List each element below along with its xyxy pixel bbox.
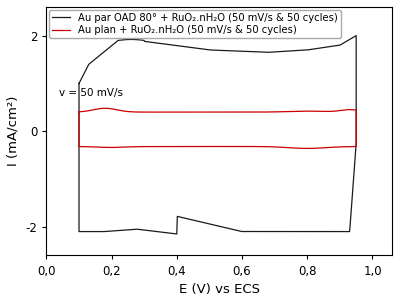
Y-axis label: I (mA/cm²): I (mA/cm²) [7, 96, 20, 166]
Au par OAD 80° + RuO₂.nH₂O (50 mV/s & 50 cycles) [228, 227, 233, 231]
Line: Au par OAD 80° + RuO₂.nH₂O (50 mV/s & 50 cycles): Au par OAD 80° + RuO₂.nH₂O (50 mV/s & 50… [79, 36, 356, 234]
Au plan + RuO₂.nH₂O (50 mV/s & 50 cycles) [251, 145, 256, 148]
Au plan + RuO₂.nH₂O (50 mV/s & 50 cycles) [236, 110, 241, 114]
Text: v = 50 mV/s: v = 50 mV/s [59, 88, 122, 98]
Au plan + RuO₂.nH₂O (50 mV/s & 50 cycles) [77, 110, 81, 114]
Au par OAD 80° + RuO₂.nH₂O (50 mV/s & 50 cycles) [354, 34, 359, 38]
X-axis label: E (V) vs ECS: E (V) vs ECS [179, 283, 260, 296]
Au par OAD 80° + RuO₂.nH₂O (50 mV/s & 50 cycles) [174, 232, 179, 236]
Au plan + RuO₂.nH₂O (50 mV/s & 50 cycles) [305, 147, 310, 150]
Au par OAD 80° + RuO₂.nH₂O (50 mV/s & 50 cycles) [249, 230, 254, 233]
Au plan + RuO₂.nH₂O (50 mV/s & 50 cycles) [103, 106, 107, 110]
Line: Au plan + RuO₂.nH₂O (50 mV/s & 50 cycles): Au plan + RuO₂.nH₂O (50 mV/s & 50 cycles… [79, 108, 356, 148]
Au par OAD 80° + RuO₂.nH₂O (50 mV/s & 50 cycles) [332, 44, 336, 48]
Legend: Au par OAD 80° + RuO₂.nH₂O (50 mV/s & 50 cycles), Au plan + RuO₂.nH₂O (50 mV/s &: Au par OAD 80° + RuO₂.nH₂O (50 mV/s & 50… [49, 10, 341, 38]
Au plan + RuO₂.nH₂O (50 mV/s & 50 cycles) [77, 110, 81, 114]
Au par OAD 80° + RuO₂.nH₂O (50 mV/s & 50 cycles) [77, 82, 81, 85]
Au plan + RuO₂.nH₂O (50 mV/s & 50 cycles) [282, 110, 287, 113]
Au par OAD 80° + RuO₂.nH₂O (50 mV/s & 50 cycles) [77, 82, 81, 85]
Au plan + RuO₂.nH₂O (50 mV/s & 50 cycles) [172, 145, 177, 148]
Au plan + RuO₂.nH₂O (50 mV/s & 50 cycles) [93, 145, 97, 149]
Au par OAD 80° + RuO₂.nH₂O (50 mV/s & 50 cycles) [112, 229, 117, 233]
Au plan + RuO₂.nH₂O (50 mV/s & 50 cycles) [260, 110, 265, 114]
Au par OAD 80° + RuO₂.nH₂O (50 mV/s & 50 cycles) [170, 231, 174, 235]
Au par OAD 80° + RuO₂.nH₂O (50 mV/s & 50 cycles) [153, 230, 158, 233]
